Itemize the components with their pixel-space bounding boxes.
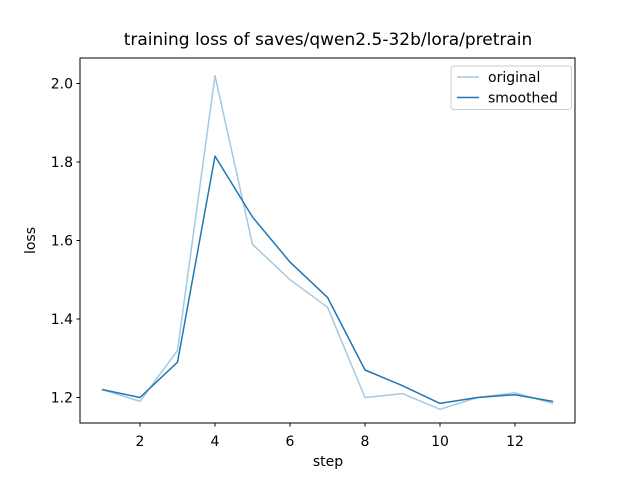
x-axis-ticks: 2 4 6 8 10 12 [136, 423, 524, 450]
y-tick-label: 1.6 [51, 234, 73, 250]
x-tick-label: 10 [431, 434, 449, 450]
y-axis-ticks: 1.2 1.4 1.6 1.8 2.0 [51, 77, 80, 406]
x-tick-label: 4 [211, 434, 220, 450]
x-tick-label: 6 [286, 434, 295, 450]
y-tick-label: 1.8 [51, 155, 73, 171]
chart-title: training loss of saves/qwen2.5-32b/lora/… [124, 30, 533, 50]
plot-area [79, 57, 576, 424]
legend-label-smoothed: smoothed [488, 91, 558, 107]
x-tick-label: 2 [136, 434, 145, 450]
y-tick-label: 1.2 [51, 390, 73, 406]
legend: original smoothed [450, 65, 572, 110]
series-smoothed-line [101, 155, 554, 405]
x-tick-label: 12 [506, 434, 524, 450]
x-axis-label: step [313, 454, 343, 470]
y-tick-label: 1.4 [51, 312, 73, 328]
y-axis-label: loss [23, 227, 39, 254]
series-original-line [101, 74, 554, 411]
y-tick-label: 2.0 [51, 77, 73, 93]
x-tick-label: 8 [361, 434, 370, 450]
legend-box [450, 65, 572, 110]
legend-label-original: original [488, 70, 540, 86]
